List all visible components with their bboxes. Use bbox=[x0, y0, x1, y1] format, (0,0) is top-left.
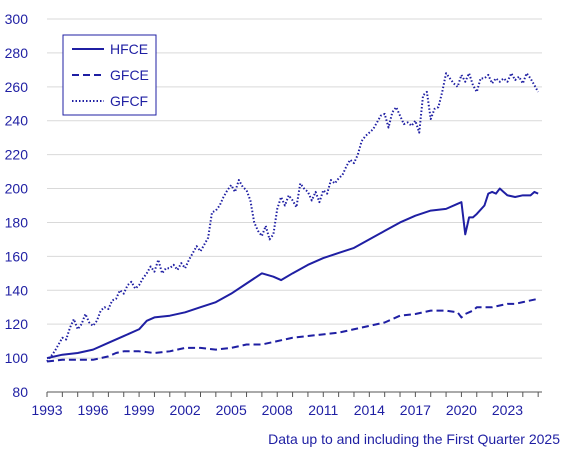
x-tick-label: 2011 bbox=[308, 402, 338, 418]
y-tick-label: 100 bbox=[5, 350, 29, 366]
legend-label-gfcf: GFCF bbox=[110, 93, 148, 109]
x-tick-labels: 1993 1996 1999 2002 2005 2008 2011 2014 2017 2020… bbox=[31, 402, 523, 418]
x-tick-label: 1996 bbox=[77, 402, 108, 418]
x-tick-label: 2002 bbox=[170, 402, 201, 418]
y-tick-label: 280 bbox=[5, 45, 29, 61]
x-axis bbox=[46, 391, 542, 397]
gridlines bbox=[47, 18, 542, 359]
y-tick-label: 160 bbox=[5, 248, 29, 264]
y-tick-label: 180 bbox=[5, 214, 29, 230]
y-tick-label: 300 bbox=[5, 11, 29, 27]
y-tick-label: 200 bbox=[5, 181, 29, 197]
y-tick-label: 260 bbox=[5, 79, 29, 95]
x-tick-label: 1993 bbox=[31, 402, 62, 418]
y-tick-label: 220 bbox=[5, 147, 29, 163]
y-tick-label: 240 bbox=[5, 113, 29, 129]
legend-label-hfce: HFCE bbox=[110, 41, 148, 57]
x-tick-label: 2014 bbox=[354, 402, 385, 418]
legend: HFCE GFCE GFCF bbox=[62, 34, 157, 116]
y-tick-label: 120 bbox=[5, 316, 29, 332]
x-tick-label: 2008 bbox=[262, 402, 293, 418]
y-tick-labels: 80 100 120 140 160 180 200 220 240 260 280 300 bbox=[5, 11, 29, 400]
series-line-hfce bbox=[46, 187, 539, 360]
x-tick-label: 1999 bbox=[124, 402, 155, 418]
y-tick-label: 80 bbox=[12, 384, 28, 400]
series-line-gfce bbox=[46, 297, 539, 363]
y-tick-label: 140 bbox=[5, 282, 29, 298]
series-lines bbox=[46, 72, 540, 363]
series-line-gfcf bbox=[46, 72, 540, 363]
x-tick-label: 2023 bbox=[492, 402, 523, 418]
footnote: Data up to and including the First Quart… bbox=[268, 431, 560, 447]
x-tick-label: 2005 bbox=[216, 402, 247, 418]
x-tick-label: 2020 bbox=[446, 402, 477, 418]
x-tick-label: 2017 bbox=[400, 402, 431, 418]
legend-label-gfce: GFCE bbox=[110, 67, 149, 83]
